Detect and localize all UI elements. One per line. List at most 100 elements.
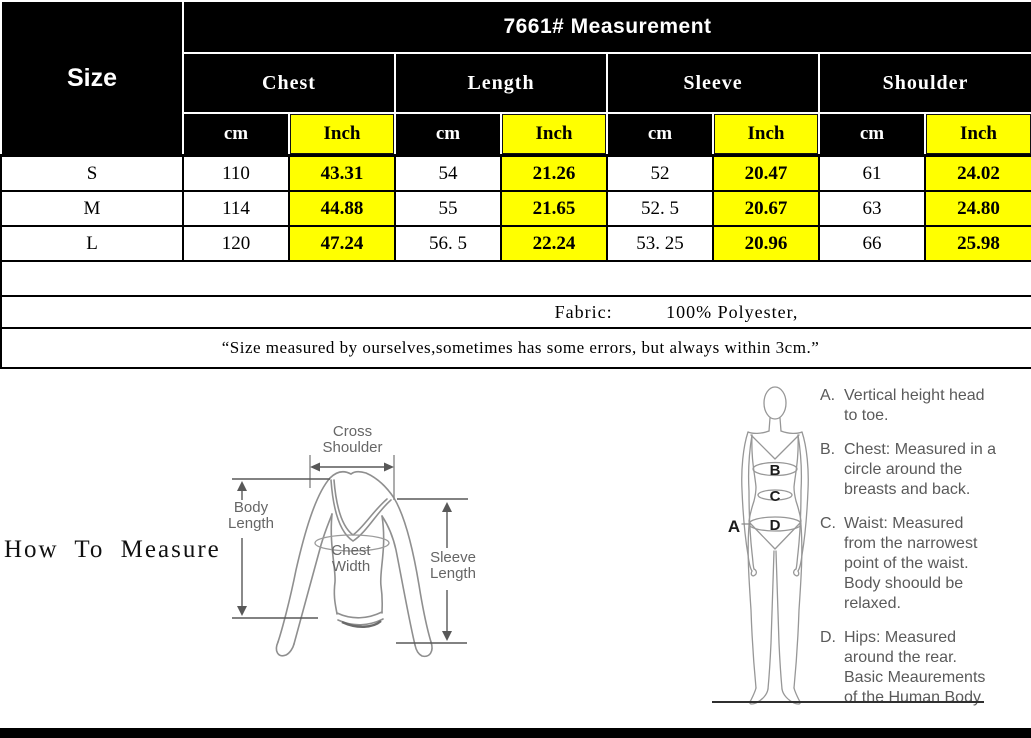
group-header-length: Length	[394, 52, 608, 114]
fabric-cell: Fabric: 100% Polyester,	[0, 295, 1031, 329]
arrowhead-left-icon	[310, 462, 320, 472]
guide-letter: A.	[820, 387, 836, 404]
guide-letter: B.	[820, 441, 836, 458]
length-cm-value: 54	[394, 154, 502, 192]
disclaimer-cell: “Size measured by ourselves,sometimes ha…	[0, 327, 1031, 369]
guide-text: Hips: Measured around the rear. Basic Me…	[844, 629, 986, 706]
group-header-chest: Chest	[182, 52, 396, 114]
figure-vneck	[750, 434, 800, 460]
group-header-shoulder: Shoulder	[818, 52, 1031, 114]
sleeve-cm-value: 52. 5	[606, 190, 714, 227]
guide-letter: C.	[820, 515, 836, 532]
arrowhead-up-icon	[442, 502, 452, 512]
guide-text: Waist: Measured from the narrowest point…	[844, 515, 978, 612]
figure-neck	[768, 417, 782, 432]
guide-text: Chest: Measured in a circle around the b…	[844, 441, 997, 498]
garment-collar-line	[329, 470, 395, 499]
size-label: S	[0, 154, 184, 192]
chest-inch-value: 47.24	[288, 225, 396, 262]
garment-neckline	[330, 479, 392, 542]
unit-header-sleeve-inch: Inch	[712, 112, 820, 157]
guide-item-b: B. Chest: Measured in a circle around th…	[820, 440, 1020, 500]
table-row-l: L 120 47.24 56. 5 22.24 53. 25 20.96 66 …	[0, 225, 1031, 262]
unit-header-shoulder-inch: Inch	[924, 112, 1031, 157]
garment-left-sleeve-outer	[277, 477, 331, 643]
guide-item-c: C. Waist: Measured from the narrowest po…	[820, 514, 1020, 614]
chest-cm-value: 114	[182, 190, 290, 227]
group-header-sleeve: Sleeve	[606, 52, 820, 114]
figure-right-hand	[792, 568, 800, 577]
arrowhead-right-icon	[384, 462, 394, 472]
figure-label-d: D	[770, 517, 781, 534]
shoulder-inch-value: 24.02	[924, 154, 1031, 192]
length-cm-value: 55	[394, 190, 502, 227]
figure-left-hand	[750, 568, 758, 577]
garment-hem-shadow	[341, 620, 382, 628]
figure-head	[763, 386, 787, 420]
sleeve-length-label: Sleeve Length	[430, 549, 476, 582]
figure-label-c: C	[770, 488, 781, 505]
garment-left-cuff	[275, 641, 295, 657]
fabric-colon: :	[606, 301, 613, 322]
sleeve-cm-value: 52	[606, 154, 714, 192]
shoulder-inch-value: 24.80	[924, 190, 1031, 227]
sleeve-inch-value: 20.47	[712, 154, 820, 192]
guide-item-a: A. Vertical height head to toe.	[820, 386, 1020, 426]
body-length-label: Body Length	[228, 499, 274, 532]
shoulder-cm-value: 63	[818, 190, 926, 227]
unit-header-length-cm: cm	[394, 112, 502, 157]
chest-cm-value: 110	[182, 154, 290, 192]
guide-text: Vertical height head to toe.	[844, 387, 985, 424]
figure-left-arm-outer	[741, 431, 753, 572]
sleeve-cm-value: 53. 25	[606, 225, 714, 262]
chest-width-ellipse	[314, 534, 390, 552]
garment-left-side	[330, 513, 338, 615]
shoulder-inch-value: 25.98	[924, 225, 1031, 262]
chest-cm-value: 120	[182, 225, 290, 262]
arrowhead-down-icon	[237, 606, 247, 616]
arrowhead-down-icon	[442, 631, 452, 641]
measure-guide-list: A. Vertical height head to toe. B. Chest…	[820, 386, 1020, 722]
figure-left-foot	[749, 687, 769, 705]
guide-letter: D.	[820, 629, 836, 646]
chest-width-label: Chest Width	[331, 542, 371, 575]
fabric-row: Fabric: 100% Polyester,	[0, 295, 1031, 329]
disclaimer-text: “Size measured by ourselves,sometimes ha…	[221, 338, 820, 357]
arrowhead-up-icon	[237, 481, 247, 491]
garment-measure-diagram	[232, 455, 468, 658]
length-inch-value: 21.65	[500, 190, 608, 227]
garment-right-cuff	[414, 641, 433, 658]
garment-right-side	[379, 515, 385, 614]
chest-ellipse	[752, 461, 798, 477]
body-measure-figure: A B C D	[728, 386, 809, 705]
figure-right-arm-outer	[797, 431, 809, 572]
unit-header-shoulder-cm: cm	[818, 112, 926, 157]
figure-right-arm-inner	[795, 434, 803, 570]
fabric-label: Fabric	[554, 301, 607, 322]
table-title: 7661# Measurement	[182, 0, 1031, 54]
shoulder-cm-value: 61	[818, 154, 926, 192]
unit-header-sleeve-cm: cm	[606, 112, 714, 157]
table-row-m: M 114 44.88 55 21.65 52. 5 20.67 63 24.8…	[0, 190, 1031, 227]
garment-hem-top	[336, 611, 383, 619]
how-to-measure-heading: How To Measure	[4, 536, 221, 563]
sleeve-inch-value: 20.96	[712, 225, 820, 262]
sleeve-inch-value: 20.67	[712, 190, 820, 227]
garment-right-sleeve-inner	[381, 515, 416, 646]
unit-header-length-inch: Inch	[500, 112, 608, 157]
spacer-cell	[0, 260, 1031, 297]
size-label: M	[0, 190, 184, 227]
measurement-table: Size 7661# Measurement Chest Length Slee…	[0, 0, 1031, 369]
unit-header-chest-cm: cm	[182, 112, 290, 157]
spacer-row	[0, 260, 1031, 297]
figure-right-leg-inner	[775, 550, 783, 690]
table-row-s: S 110 43.31 54 21.26 52 20.47 61 24.02	[0, 154, 1031, 192]
guide-underline	[712, 701, 984, 703]
chest-inch-value: 44.88	[288, 190, 396, 227]
cross-shoulder-label: Cross Shoulder	[322, 423, 383, 456]
garment-right-sleeve-outer	[393, 497, 432, 643]
figure-torso-left	[748, 434, 757, 522]
length-cm-value: 56. 5	[394, 225, 502, 262]
unit-header-chest-inch: Inch	[288, 112, 396, 157]
